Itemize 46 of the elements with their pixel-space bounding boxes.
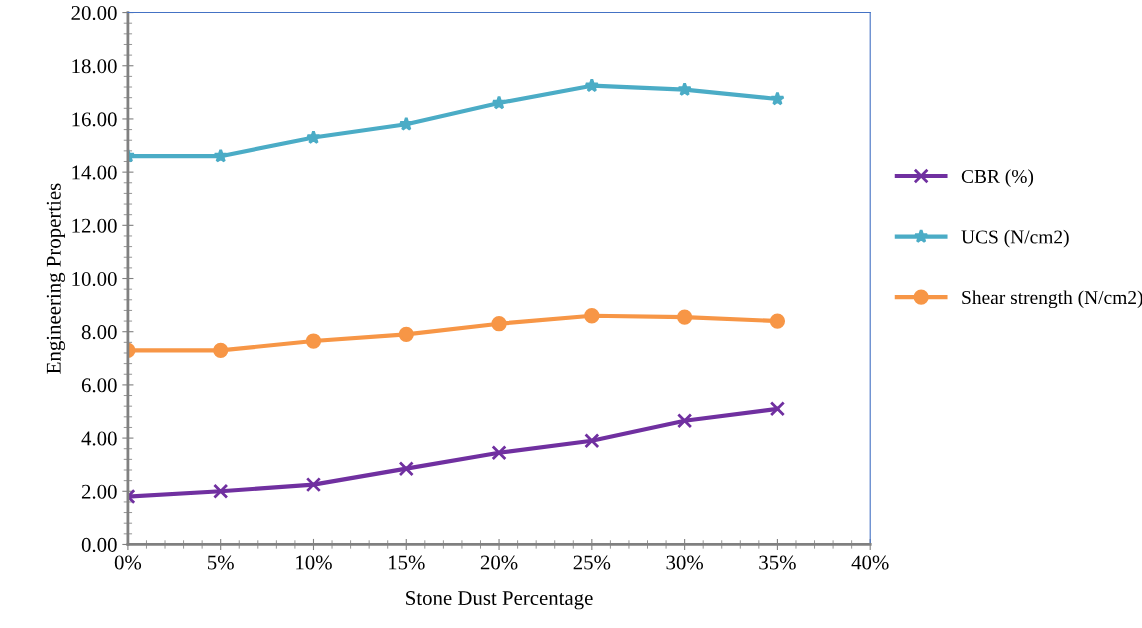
y-tick-label: 4.00 bbox=[81, 431, 117, 446]
point bbox=[305, 477, 322, 493]
x-tick-label: 30% bbox=[666, 555, 704, 570]
point bbox=[398, 461, 414, 477]
point bbox=[769, 401, 786, 417]
x-tick-label: 20% bbox=[480, 555, 518, 570]
point bbox=[213, 483, 229, 499]
point bbox=[398, 326, 414, 343]
point bbox=[676, 309, 693, 325]
point bbox=[676, 413, 693, 429]
y-tick-label: 20.00 bbox=[71, 5, 117, 21]
y-tick-label: 14.00 bbox=[72, 165, 117, 180]
y-tick-label: 0.00 bbox=[81, 537, 117, 552]
point bbox=[306, 129, 321, 145]
x-tick-label: 40% bbox=[851, 555, 889, 570]
point bbox=[677, 82, 692, 97]
point bbox=[491, 95, 507, 110]
legend-label: UCS (N/cm2) bbox=[961, 229, 1069, 248]
x-tick-label: 25% bbox=[573, 555, 611, 570]
point bbox=[769, 313, 786, 329]
legend-label: CBR (%) bbox=[961, 169, 1034, 187]
point bbox=[491, 445, 507, 461]
x-axis-title: Stone Dust Percentage bbox=[406, 591, 593, 610]
legend-label: Shear strength (N/cm2) bbox=[962, 290, 1142, 309]
y-axis-title: Engineering Properties bbox=[46, 183, 66, 374]
y-tick-label: 16.00 bbox=[72, 112, 117, 127]
x-tick-label: 10% bbox=[296, 555, 332, 570]
point bbox=[584, 433, 600, 449]
y-tick-label: 10.00 bbox=[72, 271, 117, 287]
y-tick-label: 18.00 bbox=[72, 59, 117, 74]
point bbox=[398, 116, 414, 131]
point bbox=[584, 308, 600, 324]
point bbox=[305, 333, 322, 349]
point bbox=[213, 148, 229, 163]
x-tick-label: 15% bbox=[389, 555, 425, 570]
point bbox=[213, 342, 229, 358]
point bbox=[770, 91, 785, 106]
y-tick-label: 8.00 bbox=[81, 325, 117, 340]
y-tick-label: 12.00 bbox=[72, 218, 117, 233]
x-tick-label: 5% bbox=[208, 555, 234, 570]
x-tick-label: 35% bbox=[759, 555, 796, 570]
point bbox=[584, 78, 600, 93]
y-tick-label: 2.00 bbox=[81, 484, 117, 499]
y-tick-label: 6.00 bbox=[81, 378, 117, 393]
x-tick-label: 0% bbox=[114, 555, 142, 570]
point bbox=[491, 316, 507, 332]
